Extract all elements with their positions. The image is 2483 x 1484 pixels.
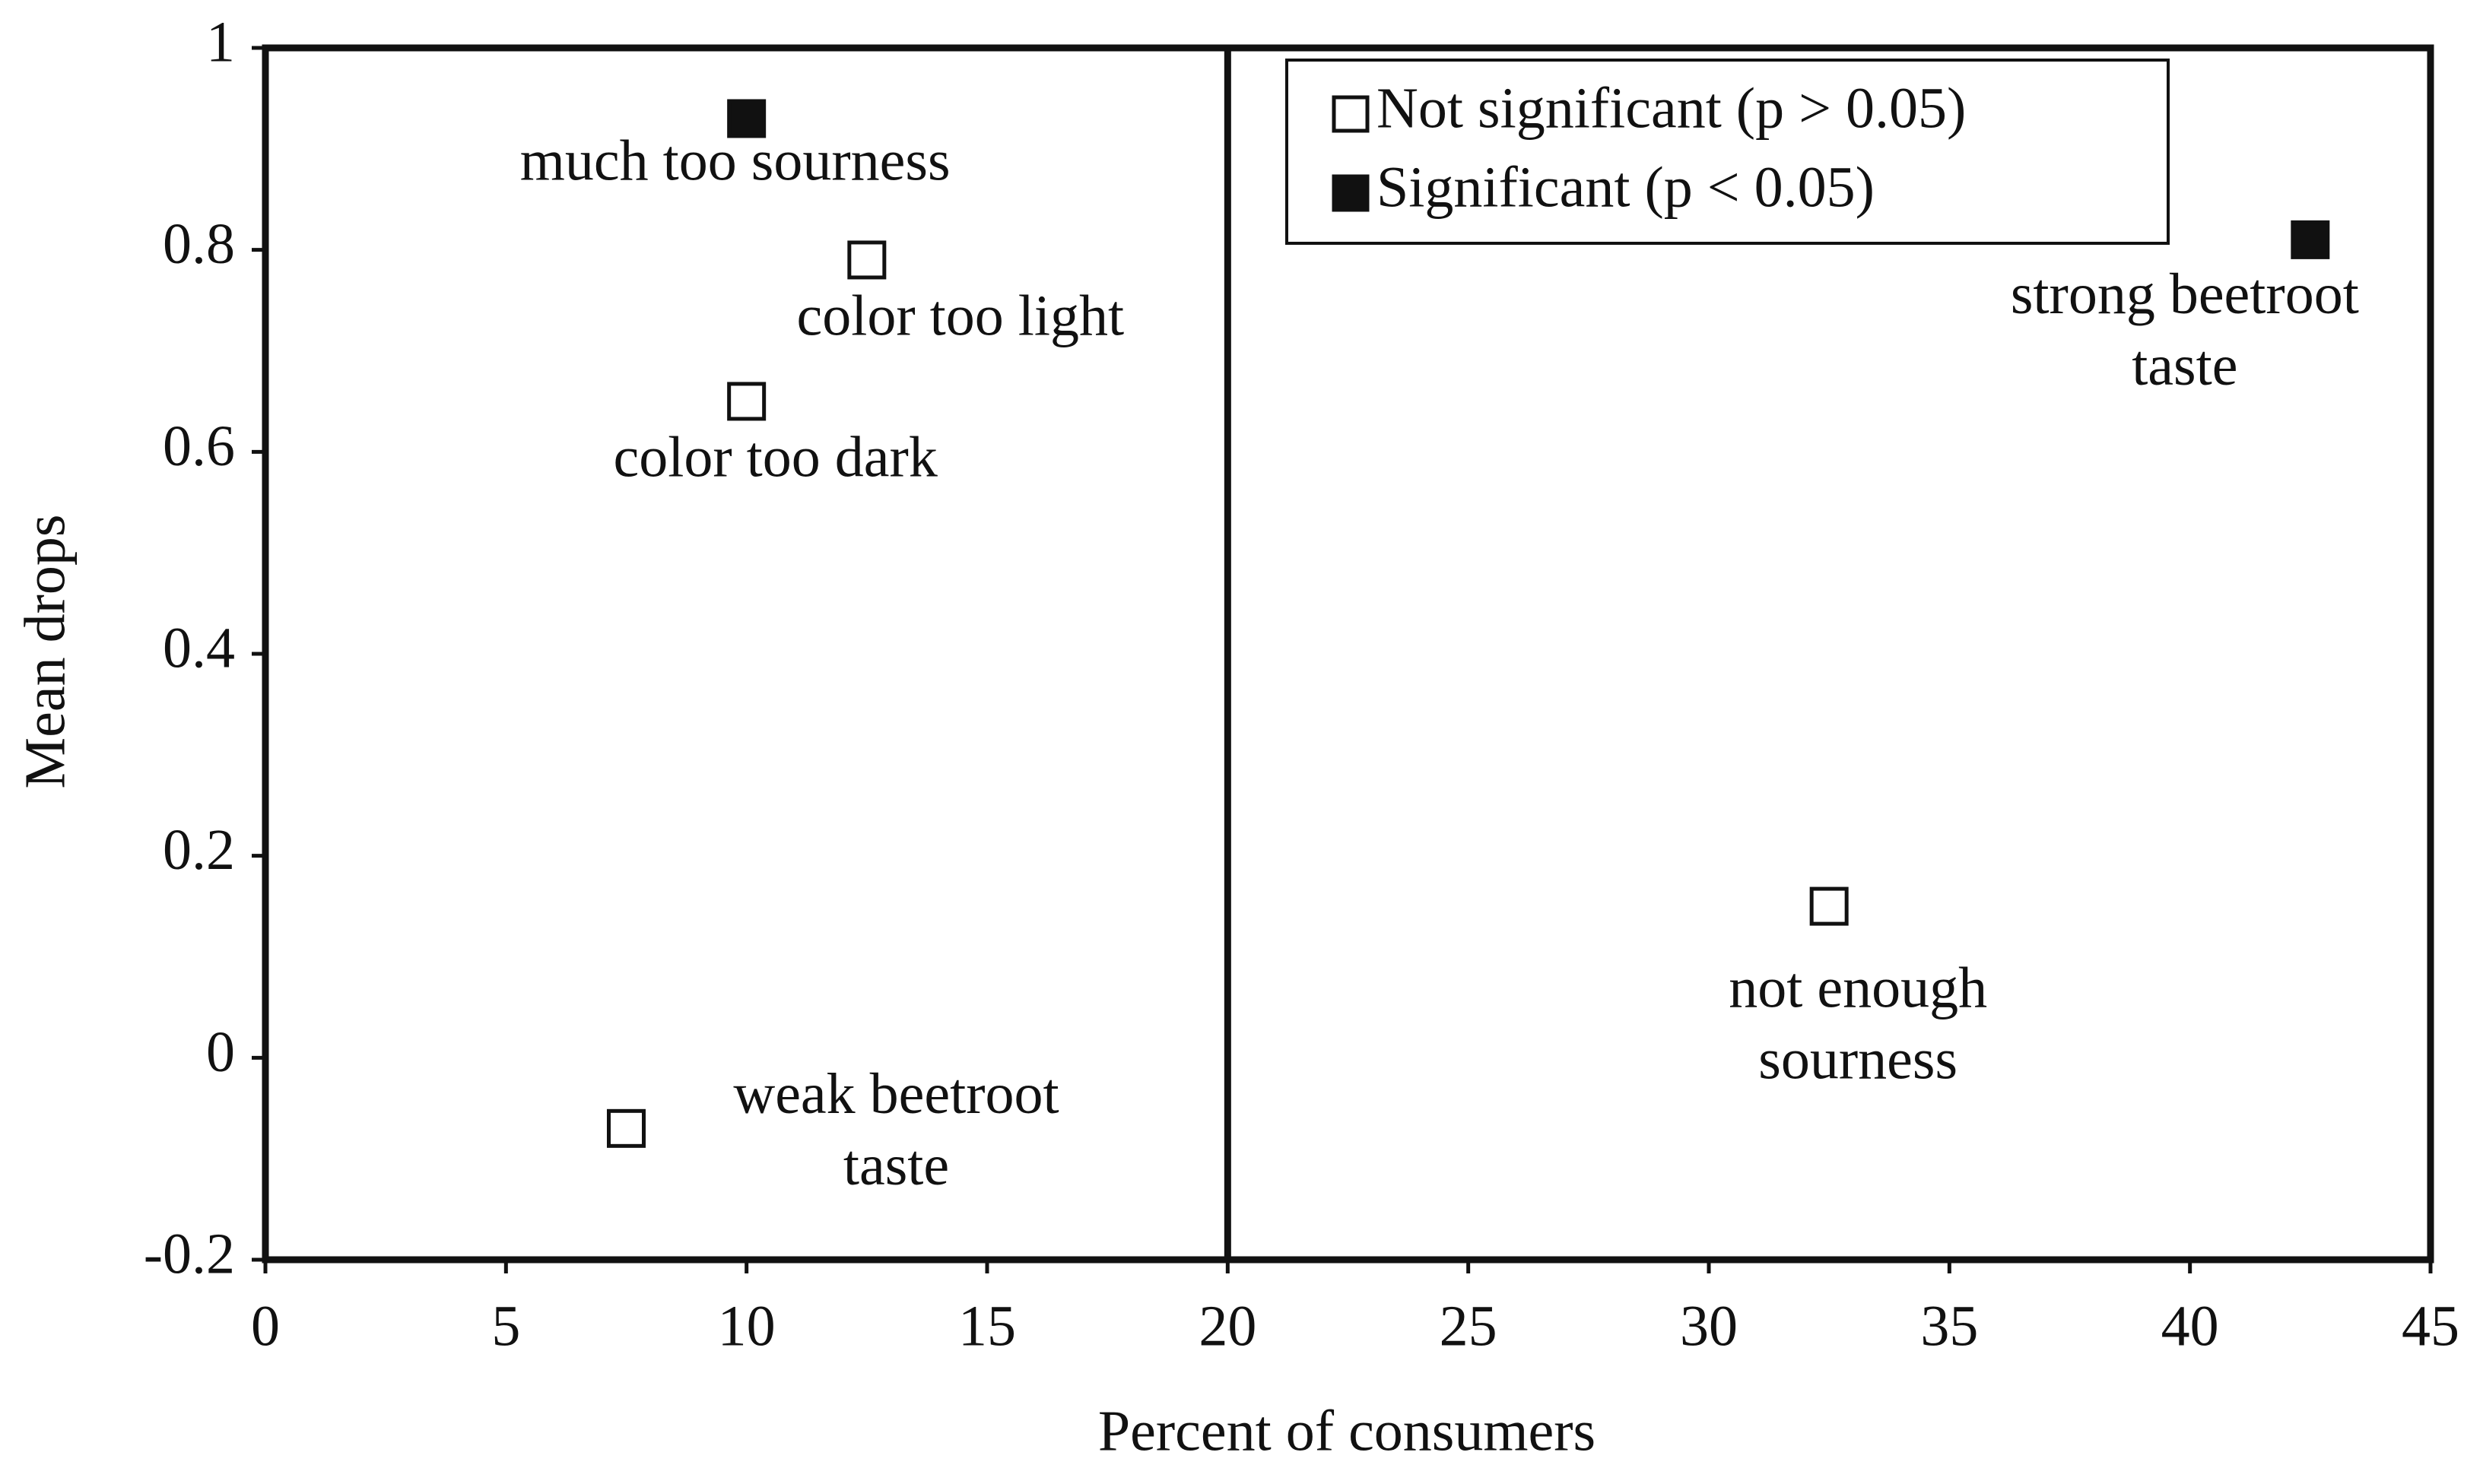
y-tick-label: -0.2	[144, 1222, 235, 1286]
point-label: color too dark	[614, 425, 938, 489]
x-tick-label: 25	[1440, 1294, 1497, 1358]
x-tick-label: 40	[2161, 1294, 2219, 1358]
point-label: sourness	[1758, 1028, 1958, 1092]
legend-marker	[1332, 95, 1370, 133]
x-tick-label: 20	[1199, 1294, 1256, 1358]
x-tick-label: 45	[2402, 1294, 2459, 1358]
y-tick-label: 0.4	[163, 616, 235, 680]
y-axis-label: Mean drops	[13, 515, 77, 789]
point-label: much too sourness	[520, 128, 951, 192]
y-tick-label: 0.6	[163, 414, 235, 478]
legend-box	[1285, 59, 2170, 245]
point-label: strong beetroot	[2011, 262, 2359, 326]
legend-label: Significant (p < 0.05)	[1376, 155, 1875, 219]
y-tick-label: 0.8	[163, 212, 235, 276]
legend-marker	[1332, 174, 1370, 212]
point-label: not enough	[1729, 956, 1987, 1020]
y-tick-label: 0	[206, 1020, 235, 1084]
point	[727, 382, 767, 421]
point	[1809, 886, 1849, 926]
y-tick-label: 0.2	[163, 818, 235, 882]
point-label: color too light	[797, 284, 1125, 347]
legend-label: Not significant (p > 0.05)	[1376, 76, 1966, 140]
x-tick-label: 15	[958, 1294, 1016, 1358]
x-tick-label: 0	[251, 1294, 280, 1358]
x-tick-label: 5	[491, 1294, 520, 1358]
point	[2291, 220, 2330, 259]
y-tick-label: 1	[206, 10, 235, 74]
x-axis-label: Percent of consumers	[1098, 1399, 1596, 1463]
x-tick-label: 35	[1920, 1294, 1978, 1358]
point-label: taste	[2132, 334, 2237, 398]
point	[607, 1108, 646, 1148]
point	[847, 240, 887, 280]
x-tick-label: 30	[1680, 1294, 1738, 1358]
point	[727, 99, 767, 138]
x-tick-label: 10	[718, 1294, 776, 1358]
point-label: taste	[843, 1134, 949, 1197]
point-label: weak beetroot	[733, 1062, 1059, 1126]
plot-frame	[262, 44, 2434, 1264]
